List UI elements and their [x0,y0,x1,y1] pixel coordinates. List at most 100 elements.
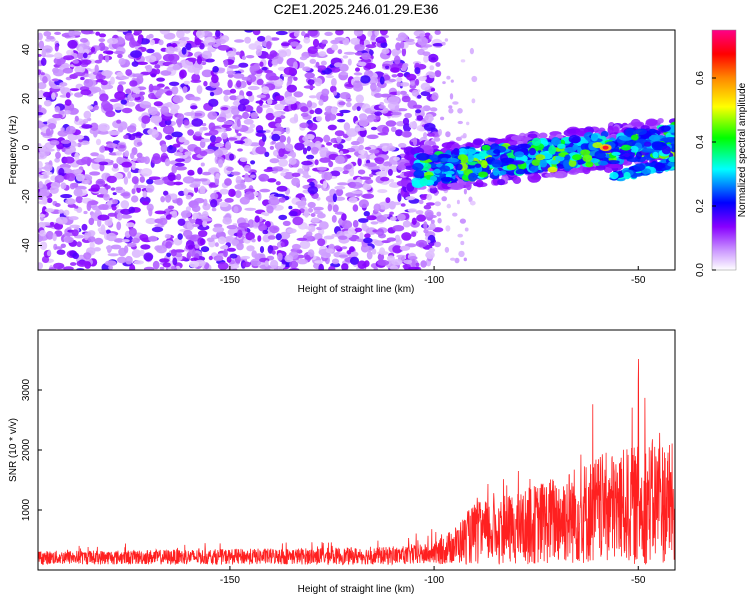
noise-blob [226,70,236,75]
signal-core-blob [455,163,463,171]
noise-blob [43,174,48,179]
noise-blob [98,38,106,42]
noise-blob [38,262,43,270]
noise-blob [187,169,195,176]
noise-blob [38,40,45,50]
noise-blob [154,210,167,215]
noise-blob [256,78,264,86]
noise-blob [207,42,216,46]
noise-blob [396,254,407,258]
noise-blob [456,199,460,205]
noise-blob [392,225,405,232]
noise-blob [435,62,441,67]
noise-blob [152,260,160,270]
noise-blob [87,231,92,238]
noise-blob [343,51,356,55]
noise-blob [420,82,431,91]
noise-blob [192,112,203,117]
signal-core-blob [440,176,453,182]
noise-blob [343,122,351,131]
noise-blob [126,101,136,107]
noise-blob [121,239,130,243]
noise-blob [448,105,453,109]
noise-blob [226,166,234,172]
signal-hotspot [506,164,517,171]
noise-blob [296,237,308,241]
noise-blob [378,201,391,210]
noise-blob [245,232,255,241]
noise-blob [266,41,272,50]
noise-blob [183,119,190,126]
noise-blob [386,237,396,242]
signal-halo-blob [472,138,484,146]
noise-blob [446,75,451,80]
noise-blob [393,55,401,65]
noise-blob [60,243,66,248]
noise-blob [145,184,155,193]
noise-blob [391,259,403,266]
noise-blob [278,158,288,167]
noise-blob [411,231,417,237]
noise-blob [424,32,431,37]
noise-blob [307,30,318,37]
noise-blob [67,39,78,49]
noise-blob [202,220,208,228]
noise-blob [338,101,346,106]
noise-blob [251,238,256,243]
noise-blob [74,66,86,74]
noise-blob [132,89,140,94]
colorbar-tick-label: 0.2 [695,199,706,213]
noise-blob [120,192,130,197]
noise-blob [60,139,71,144]
noise-blob [419,33,425,38]
signal-core-blob [630,134,639,141]
noise-blob [315,61,320,68]
signal-halo-blob [429,186,438,194]
noise-blob [214,142,224,148]
noise-blob [306,154,315,160]
noise-blob [358,149,366,155]
noise-blob [76,241,82,248]
noise-blob [112,163,119,169]
noise-blob [350,141,360,146]
noise-blob [120,200,130,209]
noise-blob [334,185,346,190]
noise-blob [63,266,74,270]
noise-blob [44,164,53,172]
noise-blob [55,246,63,250]
noise-blob [54,43,59,52]
noise-blob [309,58,317,64]
signal-core-blob [623,152,631,158]
noise-blob [283,67,295,75]
noise-blob [382,126,390,134]
noise-blob [457,120,463,125]
noise-blob [320,60,327,66]
noise-blob [243,165,252,172]
noise-blob [141,115,151,124]
noise-blob [116,156,124,165]
noise-blob [362,193,374,199]
noise-blob [286,136,291,145]
noise-blob [337,119,346,123]
noise-blob [139,249,145,256]
noise-blob [245,55,255,59]
noise-blob [191,73,201,82]
noise-blob [273,193,285,197]
noise-blob [148,235,158,242]
signal-core-blob [515,168,526,175]
noise-blob [405,196,416,201]
noise-blob [390,126,397,133]
noise-blob [38,104,42,108]
noise-blob [426,239,431,243]
noise-blob [304,172,309,179]
noise-blob [306,100,313,108]
signal-core-blob [630,145,639,153]
noise-blob [219,188,229,195]
noise-blob [241,55,247,61]
noise-blob [172,64,181,71]
signal-core-blob [660,125,671,132]
noise-blob [166,252,172,258]
signal-core-blob [443,170,455,175]
noise-blob [113,238,125,243]
noise-blob [264,260,269,267]
